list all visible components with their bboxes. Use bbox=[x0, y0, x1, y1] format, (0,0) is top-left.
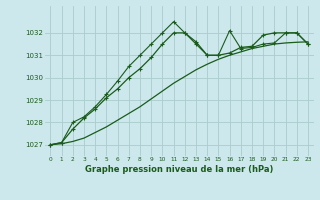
X-axis label: Graphe pression niveau de la mer (hPa): Graphe pression niveau de la mer (hPa) bbox=[85, 165, 273, 174]
